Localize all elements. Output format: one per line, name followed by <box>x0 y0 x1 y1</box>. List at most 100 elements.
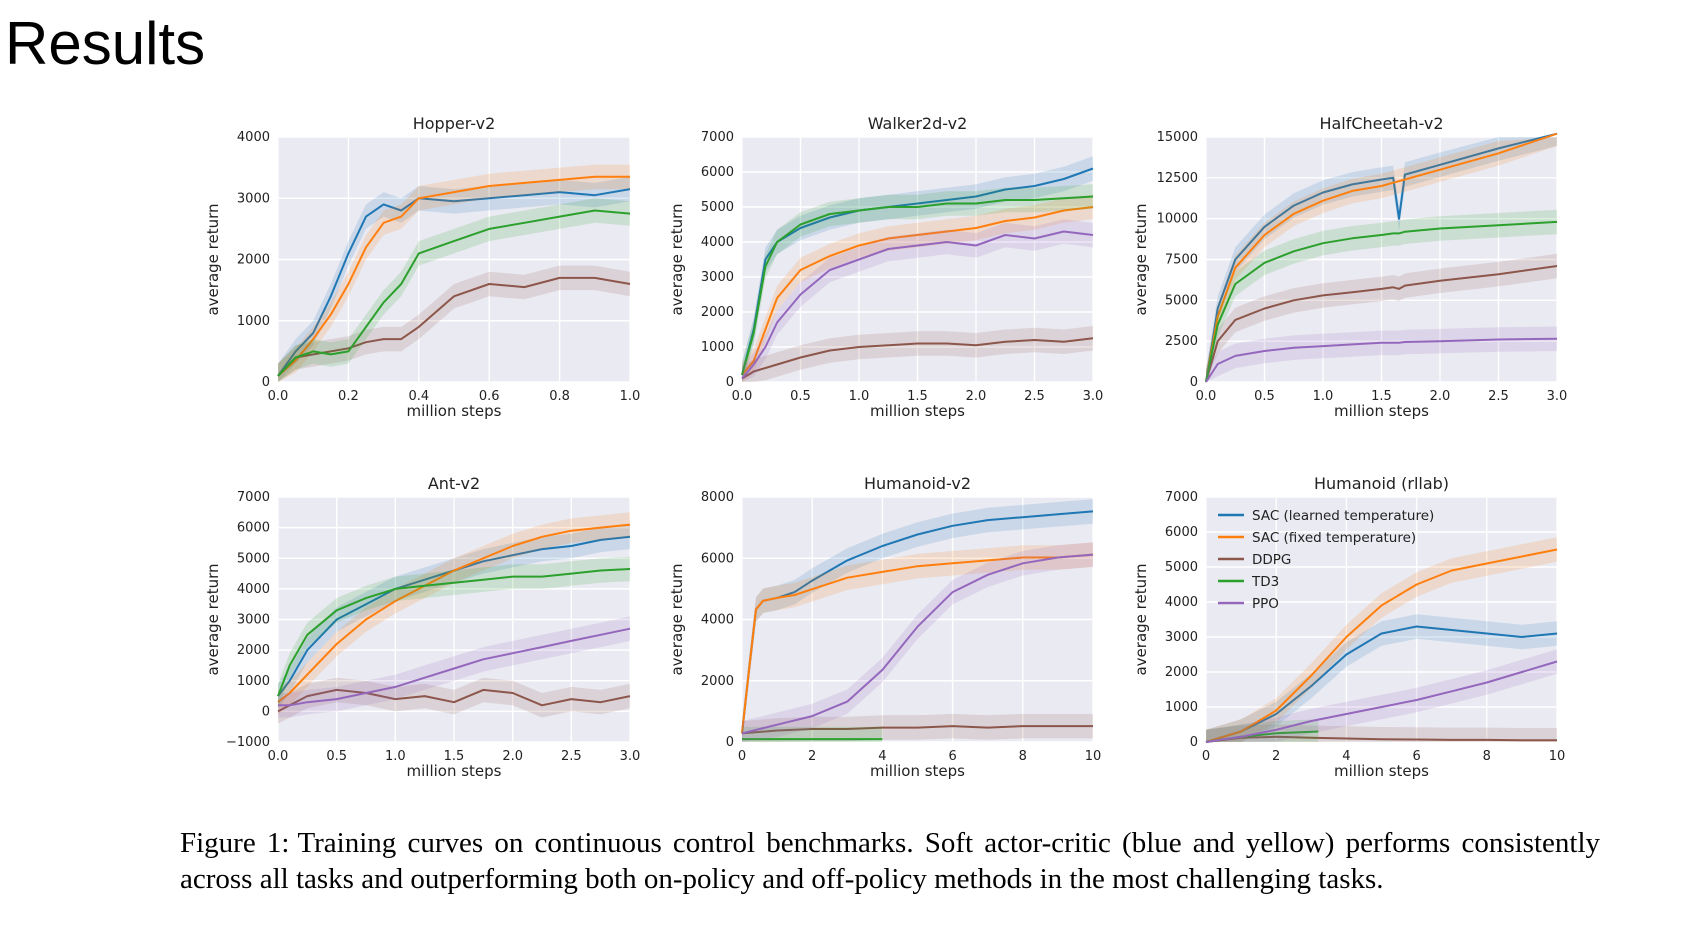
y-tick-label: 7500 <box>1165 253 1198 268</box>
series-line-sac-fixed-temperature <box>1205 132 1558 383</box>
x-tick-label: 3.0 <box>1083 389 1104 404</box>
x-axis-label: million steps <box>1334 762 1429 780</box>
series-line-sac-fixed-temperature <box>741 553 1094 734</box>
x-tick-label: 0 <box>1202 749 1210 764</box>
series-line-sac-fixed-temperature <box>1205 548 1558 743</box>
series-line-td3 <box>1205 220 1558 383</box>
series-band-sac-fixed-temperature <box>1206 537 1557 742</box>
series-line-ddpg <box>277 688 631 713</box>
chart-panel-halfcheetah-v2: 0.0 0.5 1.0 1.5 2.0 2.5 3.0 0 2500 5000 7500 10000 1… <box>1132 114 1567 420</box>
series-line-ppo <box>1205 660 1558 743</box>
y-tick-label: 0 <box>1190 375 1198 390</box>
x-tick-label: 4 <box>1342 749 1350 764</box>
series-band-sac-fixed-temperature <box>278 512 630 715</box>
y-tick-label: 2000 <box>701 305 734 320</box>
series-band-ddpg <box>278 265 630 382</box>
x-tick-label: 8 <box>1483 749 1491 764</box>
x-axis-label: million steps <box>870 762 965 780</box>
y-tick-label: 1000 <box>237 314 270 329</box>
x-tick-label: 0.8 <box>549 389 570 404</box>
x-tick-label: 2 <box>808 749 816 764</box>
series-line-sac-learned-temperature <box>1205 625 1558 743</box>
chart-panel-hopper-v2: 0.0 0.2 0.4 0.6 0.8 1.0 0 1000 2000 3000 4000 Hoppe… <box>204 114 640 420</box>
x-tick-label: 0.2 <box>338 389 359 404</box>
x-tick-label: 0.0 <box>268 389 289 404</box>
y-tick-label: 4000 <box>1165 595 1198 610</box>
x-tick-label: 10 <box>1549 749 1566 764</box>
series-line-ddpg <box>1205 265 1558 383</box>
series-band-sac-learned-temperature <box>278 524 630 709</box>
y-tick-label: 5000 <box>701 200 734 215</box>
x-tick-label: 2.0 <box>1430 389 1451 404</box>
y-tick-label: 8000 <box>701 490 734 505</box>
series-line-ddpg <box>1205 735 1557 743</box>
x-tick-label: 3.0 <box>1547 389 1568 404</box>
y-axis-label: average return <box>1132 563 1150 675</box>
x-tick-label: 6 <box>1412 749 1420 764</box>
series-line-sac-learned-temperature <box>277 535 631 697</box>
series-band-td3 <box>278 556 630 709</box>
y-tick-label: 3000 <box>237 191 270 206</box>
series-band-td3 <box>278 198 630 382</box>
figure: 0.0 0.2 0.4 0.6 0.8 1.001000200030004000Hoppe… <box>204 114 1567 780</box>
y-tick-label: 10000 <box>1157 212 1198 227</box>
y-tick-label: 2000 <box>1165 665 1198 680</box>
x-axis-label: million steps <box>407 762 502 780</box>
chart-panel-humanoid-v2: 0 2 4 6 8 10 0 2000 4000 6000 8000 Humanoid-v2 milli… <box>668 474 1101 780</box>
series-band-sac-fixed-temperature <box>278 164 630 382</box>
y-tick-label: 4000 <box>237 130 270 145</box>
x-tick-label: 1.5 <box>1371 389 1392 404</box>
plot-area <box>1206 497 1557 742</box>
series-band-ddpg <box>278 677 630 724</box>
x-tick-label: 2.5 <box>561 749 582 764</box>
series-line-ppo <box>1205 337 1558 383</box>
x-tick-label: 2 <box>1272 749 1280 764</box>
y-tick-label: 15000 <box>1157 130 1198 145</box>
series-band-sac-learned-temperature <box>1206 137 1557 382</box>
x-tick-label: 2.0 <box>502 749 523 764</box>
x-tick-label: 2.5 <box>1024 389 1045 404</box>
y-tick-label: 2500 <box>1165 334 1198 349</box>
x-tick-label: 3.0 <box>620 749 641 764</box>
series-line-sac-fixed-temperature <box>741 206 1094 376</box>
series-line-td3 <box>741 195 1094 376</box>
y-tick-label: 7000 <box>237 490 270 505</box>
series-line-sac-learned-temperature <box>1205 132 1558 383</box>
y-tick-label: 4000 <box>701 613 734 628</box>
series-line-sac-learned-temperature <box>277 188 631 377</box>
y-tick-label: 6000 <box>237 521 270 536</box>
slide-title: Results <box>5 10 206 77</box>
y-axis-label: average return <box>668 563 686 675</box>
y-tick-label: 0 <box>262 704 270 719</box>
series-line-ppo <box>741 230 1094 380</box>
x-tick-label: 0.5 <box>326 749 347 764</box>
x-tick-label: 0.4 <box>408 389 429 404</box>
series-line-ddpg <box>741 725 1093 735</box>
figure-caption: Figure 1: Training curves on continuous c… <box>180 825 1600 897</box>
x-tick-label: 0.5 <box>1254 389 1275 404</box>
y-tick-label: 0 <box>726 735 734 750</box>
chart-panel-ant-v2: 0.0 0.5 1.0 1.5 2.0 2.5 3.0 −1000 0 1000 2000 3000 4… <box>204 474 640 780</box>
y-tick-label: −1000 <box>226 735 270 750</box>
series-band-sac-fixed-temperature <box>742 542 1093 742</box>
y-tick-label: 5000 <box>1165 560 1198 575</box>
x-tick-label: 2.0 <box>966 389 987 404</box>
series-band-sac-learned-temperature <box>742 499 1093 742</box>
x-tick-label: 10 <box>1085 749 1102 764</box>
y-tick-label: 0 <box>726 375 734 390</box>
x-tick-label: 1.5 <box>444 749 465 764</box>
legend-label-ddpg: DDPG <box>1252 552 1291 568</box>
y-tick-label: 7000 <box>701 130 734 145</box>
caption-label: Figure 1: <box>180 827 290 859</box>
panel-title: Humanoid (rllab) <box>1314 474 1449 493</box>
y-tick-label: 3000 <box>237 613 270 628</box>
x-tick-label: 1.0 <box>385 749 406 764</box>
series-line-ppo <box>741 553 1094 735</box>
x-tick-label: 8 <box>1019 749 1027 764</box>
y-tick-label: 5000 <box>237 551 270 566</box>
y-tick-label: 2000 <box>701 674 734 689</box>
series-line-sac-fixed-temperature <box>277 523 631 703</box>
x-tick-label: 0.0 <box>1196 389 1217 404</box>
y-tick-label: 7000 <box>1165 490 1198 505</box>
panel-title: HalfCheetah-v2 <box>1319 114 1443 133</box>
